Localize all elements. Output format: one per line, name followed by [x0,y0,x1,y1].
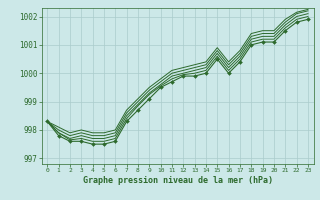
X-axis label: Graphe pression niveau de la mer (hPa): Graphe pression niveau de la mer (hPa) [83,176,273,185]
